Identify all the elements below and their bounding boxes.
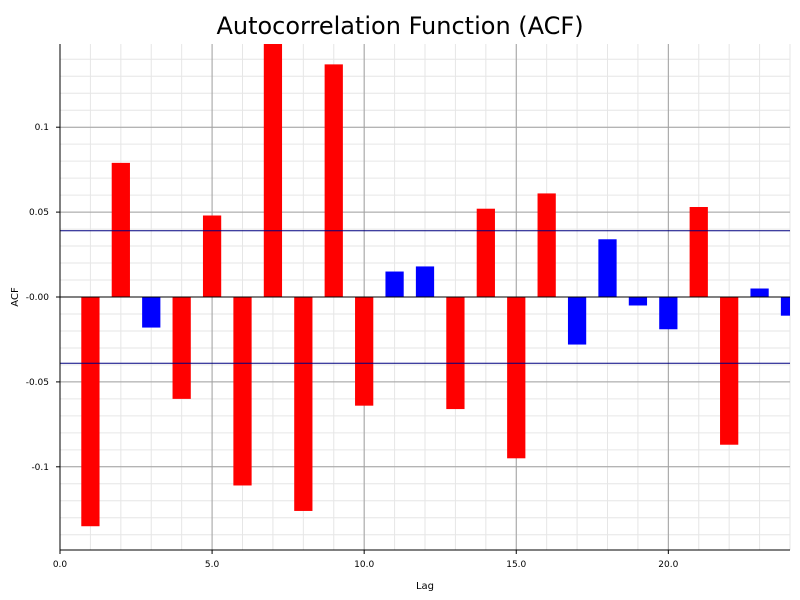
y-axis-ticks: -0.1 -0.05 -0.00 0.05 0.1	[26, 123, 60, 473]
acf-bar	[324, 64, 343, 297]
acf-bar	[750, 288, 769, 297]
y-axis-label: ACF	[10, 287, 21, 307]
acf-bar	[567, 297, 587, 345]
x-axis-ticks: 0.0 5.0 10.0 15.0 20.0	[53, 550, 679, 570]
acf-bar	[689, 207, 708, 297]
acf-bar	[476, 208, 495, 297]
acf-bar	[537, 193, 556, 297]
y-tick-label: 0.05	[29, 208, 49, 218]
acf-bar	[628, 297, 648, 306]
y-tick-label: -0.05	[26, 378, 49, 388]
acf-bar	[415, 266, 435, 297]
acf-bar	[385, 271, 404, 297]
x-tick-label: 0.0	[53, 560, 68, 570]
x-tick-label: 15.0	[506, 560, 526, 570]
acf-bar	[142, 297, 161, 328]
confidence-band	[60, 230, 790, 364]
chart-title: Autocorrelation Function (ACF)	[216, 12, 583, 40]
acf-bar	[507, 297, 526, 459]
acf-bar	[355, 297, 374, 406]
acf-bar	[598, 239, 617, 297]
acf-bar	[233, 297, 252, 486]
y-tick-label: -0.1	[31, 463, 49, 473]
x-tick-label: 5.0	[205, 560, 220, 570]
acf-bar	[446, 297, 465, 410]
acf-bar	[720, 297, 739, 445]
x-tick-label: 20.0	[658, 560, 678, 570]
acf-bar	[81, 297, 100, 527]
x-tick-label: 10.0	[354, 560, 374, 570]
y-tick-label: 0.1	[35, 123, 49, 133]
acf-bar	[780, 297, 790, 316]
acf-bar	[263, 44, 283, 297]
acf-bar	[294, 297, 313, 511]
acf-bar	[172, 297, 191, 399]
acf-bar	[202, 215, 222, 297]
acf-bar	[659, 297, 678, 330]
acf-bar	[111, 162, 130, 297]
bar-series	[60, 44, 790, 527]
x-axis-label: Lag	[416, 581, 434, 592]
y-tick-label: -0.00	[26, 293, 50, 303]
